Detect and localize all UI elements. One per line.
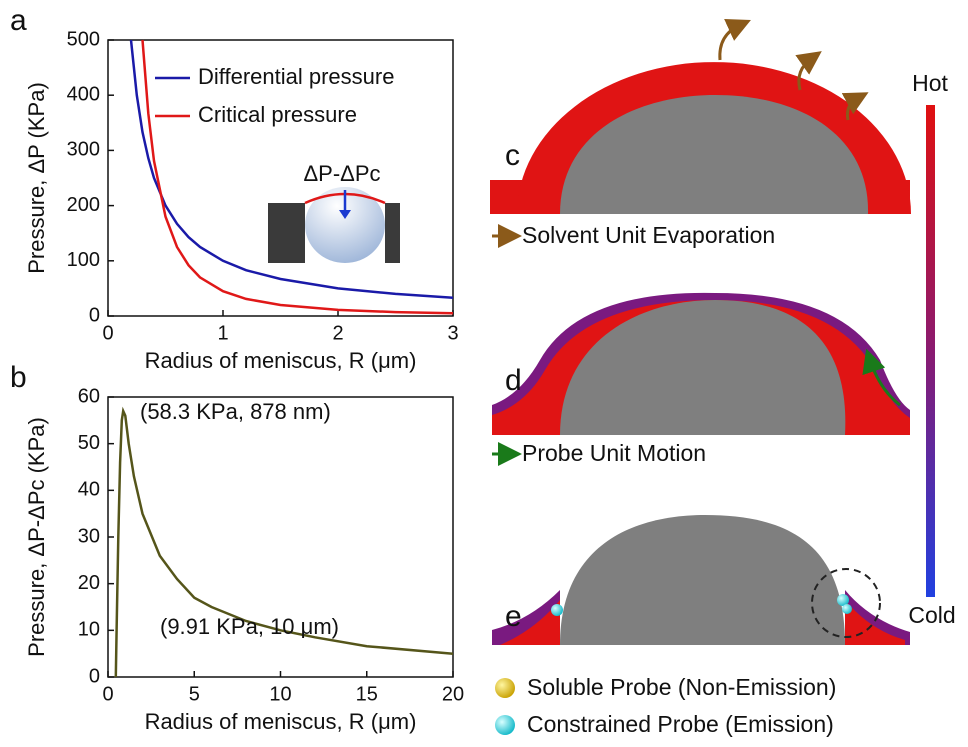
- y-axis-label: Pressure, ΔP (KPa): [24, 82, 49, 274]
- y-tick-label: 100: [67, 249, 100, 271]
- x-axis-label: Radius of meniscus, R (μm): [145, 709, 417, 734]
- y-tick-label: 400: [67, 83, 100, 105]
- caption: Probe Unit Motion: [522, 440, 706, 466]
- panel-label: a: [10, 4, 27, 37]
- y-tick-label: 300: [67, 139, 100, 161]
- colorbar-label: Hot: [912, 70, 948, 96]
- x-tick-label: 0: [102, 322, 113, 344]
- panel-c: c Solvent Unit Evaporation: [490, 25, 911, 248]
- x-tick-label: 3: [447, 322, 458, 344]
- panel-label: e: [505, 600, 522, 633]
- legend-marker: [495, 678, 515, 698]
- y-tick-label: 30: [78, 525, 100, 547]
- y-tick-label: 20: [78, 572, 100, 594]
- annotation: (9.91 KPa, 10 μm): [160, 614, 339, 639]
- y-tick-label: 50: [78, 432, 100, 454]
- legend-text: Differential pressure: [198, 64, 394, 89]
- x-tick-label: 5: [189, 683, 200, 705]
- inset-label: ΔP-ΔPc: [303, 161, 380, 186]
- legend-text: Soluble Probe (Non-Emission): [527, 674, 836, 700]
- y-tick-label: 500: [67, 28, 100, 50]
- panel-label: d: [505, 364, 522, 397]
- annotation: (58.3 KPa, 878 nm): [140, 399, 331, 424]
- x-tick-label: 2: [332, 322, 343, 344]
- y-tick-label: 200: [67, 194, 100, 216]
- y-tick-label: 0: [89, 304, 100, 326]
- x-tick-label: 1: [217, 322, 228, 344]
- panel-label: c: [505, 139, 520, 172]
- colorbar-label: Cold: [908, 602, 955, 628]
- panel-d: d Probe Unit Motion: [492, 293, 910, 466]
- x-tick-label: 20: [442, 683, 464, 705]
- legend-text: Constrained Probe (Emission): [527, 711, 834, 737]
- y-axis-label: Pressure, ΔP-ΔPc (KPa): [24, 417, 49, 657]
- figure: c Solvent Unit Evaporation d Probe Unit …: [0, 0, 968, 747]
- y-tick-label: 40: [78, 479, 100, 501]
- y-tick-label: 0: [89, 665, 100, 687]
- x-tick-label: 0: [102, 683, 113, 705]
- legend-text: Critical pressure: [198, 102, 357, 127]
- y-tick-label: 10: [78, 619, 100, 641]
- y-tick-label: 60: [78, 385, 100, 407]
- caption: Solvent Unit Evaporation: [522, 222, 775, 248]
- panel-label: b: [10, 361, 27, 394]
- panel-e: e: [492, 515, 910, 645]
- x-axis-label: Radius of meniscus, R (μm): [145, 348, 417, 373]
- colorbar: [926, 105, 935, 597]
- x-tick-label: 15: [356, 683, 378, 705]
- x-tick-label: 10: [269, 683, 291, 705]
- legend-marker: [495, 715, 515, 735]
